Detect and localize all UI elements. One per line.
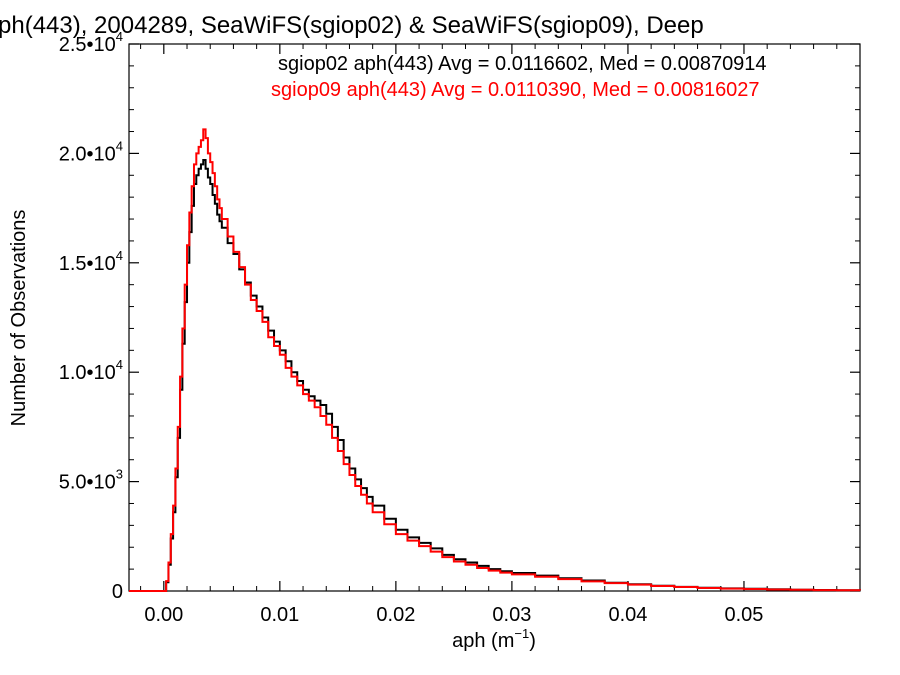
x-axis-title: aph (m−1): [452, 626, 536, 652]
x-axis-title-main: aph (m: [452, 630, 514, 652]
y-tick-label: 5.0•103: [59, 467, 123, 494]
legend-entry-sgiop02: sgiop02 aph(443) Avg = 0.0116602, Med = …: [278, 53, 767, 75]
legend-entry-sgiop09: sgiop09 aph(443) Avg = 0.0110390, Med = …: [271, 79, 760, 101]
y-tick-label: 1.5•104: [59, 248, 123, 275]
y-tick-label-base: 0: [112, 581, 123, 603]
x-axis-title-tail: ): [529, 630, 536, 652]
plot-frame: [128, 43, 861, 592]
y-tick-label: 1.0•104: [59, 357, 123, 384]
series-line-sgiop09: [129, 128, 861, 592]
chart-title: ph(443), 2004289, SeaWiFS(sgiop02) & Sea…: [0, 12, 704, 39]
series-layer: [129, 128, 861, 592]
y-tick-label-base: 5.0•10: [59, 472, 116, 494]
y-tick-label-exponent: 4: [116, 29, 123, 44]
y-axis-title: Number of Observations: [8, 210, 30, 427]
x-tick-label: 0.04: [608, 604, 647, 626]
y-tick-label: 2.0•104: [59, 138, 123, 165]
x-tick-label: 0.02: [376, 604, 415, 626]
y-tick-label-exponent: 4: [116, 138, 123, 153]
x-tick-label: 0.03: [492, 604, 531, 626]
x-tick-label: 0.05: [724, 604, 763, 626]
y-tick-label-base: 1.5•10: [59, 253, 116, 275]
x-tick-label: 0.01: [260, 604, 299, 626]
y-tick-label-exponent: 4: [116, 248, 123, 263]
y-tick-label: 0: [112, 581, 123, 603]
y-tick-label-base: 2.5•10: [59, 34, 116, 56]
y-tick-label-base: 2.0•10: [59, 143, 116, 165]
legend: sgiop02 aph(443) Avg = 0.0116602, Med = …: [271, 53, 767, 101]
y-tick-label: 2.5•104: [59, 29, 123, 56]
x-tick-label: 0.00: [144, 604, 183, 626]
y-tick-label-exponent: 3: [116, 467, 123, 482]
y-tick-label-base: 1.0•10: [59, 362, 116, 384]
y-tick-label-exponent: 4: [116, 357, 123, 372]
x-axis-title-superscript: −1: [514, 626, 529, 641]
